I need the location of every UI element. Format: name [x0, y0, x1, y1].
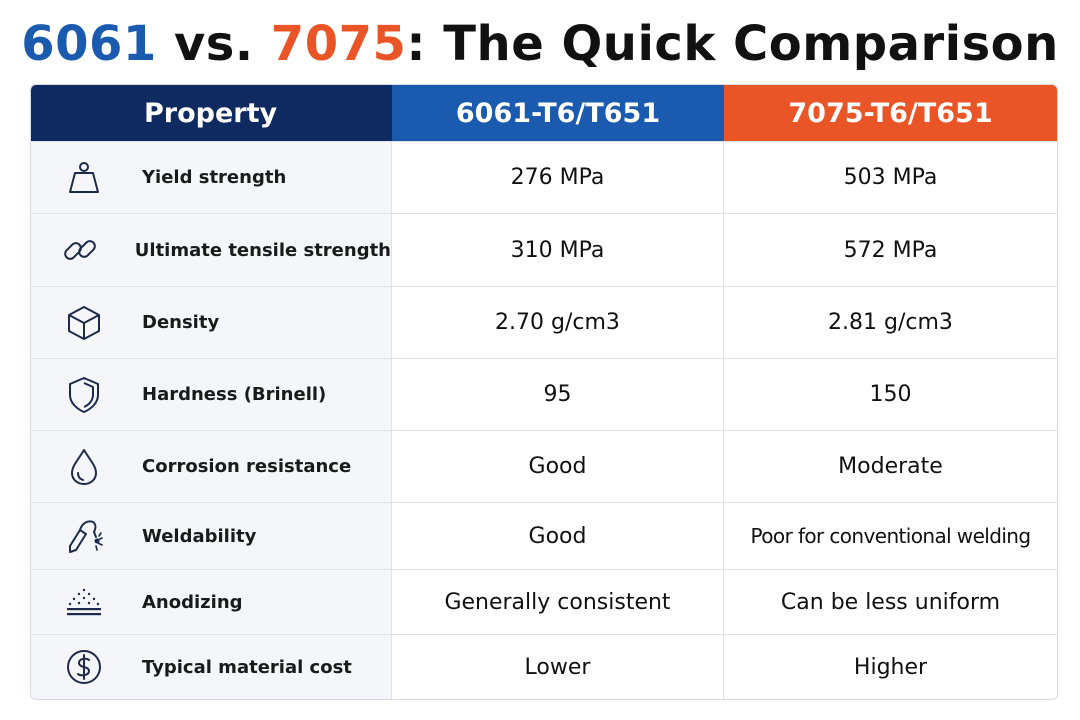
property-cell: Ultimate tensile strength	[31, 214, 392, 286]
value-6061: 2.70 g/cm3	[392, 287, 724, 358]
shield-icon	[57, 375, 111, 415]
value-7075: Higher	[853, 654, 928, 680]
table-header-row: Property 6061-T6/T651 7075-T6/T651	[31, 85, 1057, 141]
header-6061: 6061-T6/T651	[392, 85, 724, 141]
property-label: Anodizing	[142, 591, 243, 613]
property-label: Weldability	[142, 525, 257, 547]
table-row: Typical material cost Lower Higher	[31, 634, 1057, 699]
value-7075: Can be less uniform	[780, 589, 1001, 615]
value-7075: 503 MPa	[843, 165, 938, 190]
header-property: Property	[31, 85, 392, 141]
property-cell: Corrosion resistance	[31, 431, 392, 502]
value-7075: 150	[869, 382, 912, 407]
water-drop-icon	[57, 447, 111, 487]
value-7075: Moderate	[838, 454, 943, 479]
property-label: Corrosion resistance	[142, 456, 352, 477]
value-7075: Poor for conventional welding	[750, 524, 1032, 548]
title-alloy-7075: 7075	[270, 16, 407, 72]
value-6061: 310 MPa	[392, 214, 724, 286]
welding-torch-icon	[57, 516, 111, 556]
value-6061: Generally consistent	[392, 570, 724, 634]
header-7075: 7075-T6/T651	[724, 85, 1057, 141]
chain-link-icon	[57, 230, 104, 270]
property-cell: Typical material cost	[31, 635, 392, 699]
cube-icon	[57, 303, 111, 343]
property-cell: Hardness (Brinell)	[31, 359, 392, 430]
anodizing-surface-icon	[57, 582, 111, 622]
property-label: Hardness (Brinell)	[142, 384, 327, 405]
value-7075: 2.81 g/cm3	[828, 310, 953, 335]
title-vs: vs.	[156, 16, 271, 72]
value-6061: Lower	[392, 635, 724, 699]
comparison-table: Property 6061-T6/T651 7075-T6/T651 Yield…	[30, 84, 1058, 700]
property-label: Density	[142, 312, 220, 333]
title-rest: : The Quick Comparison	[406, 16, 1059, 72]
value-6061: Good	[392, 503, 724, 569]
table-row: Corrosion resistance Good Moderate	[31, 430, 1057, 502]
weight-icon	[57, 158, 111, 198]
table-row: Ultimate tensile strength 310 MPa 572 MP…	[31, 213, 1057, 286]
page-title: 6061 vs. 7075: The Quick Comparison	[0, 12, 1080, 76]
property-cell: Weldability	[31, 503, 392, 569]
table-row: Weldability Good Poor for conventional w…	[31, 502, 1057, 569]
table-row: Yield strength 276 MPa 503 MPa	[31, 141, 1057, 213]
table-row: Anodizing Generally consistent Can be le…	[31, 569, 1057, 634]
property-label: Ultimate tensile strength	[134, 239, 391, 261]
property-cell: Density	[31, 287, 392, 358]
table-row: Hardness (Brinell) 95 150	[31, 358, 1057, 430]
title-alloy-6061: 6061	[21, 16, 157, 72]
value-6061: 276 MPa	[392, 142, 724, 213]
value-6061: 95	[392, 359, 724, 430]
property-label: Typical material cost	[142, 656, 352, 678]
property-label: Yield strength	[142, 167, 287, 188]
property-cell: Yield strength	[31, 142, 392, 213]
dollar-coin-icon	[57, 647, 111, 687]
property-cell: Anodizing	[31, 570, 392, 634]
table-row: Density 2.70 g/cm3 2.81 g/cm3	[31, 286, 1057, 358]
value-6061: Good	[392, 431, 724, 502]
value-7075: 572 MPa	[843, 237, 938, 263]
